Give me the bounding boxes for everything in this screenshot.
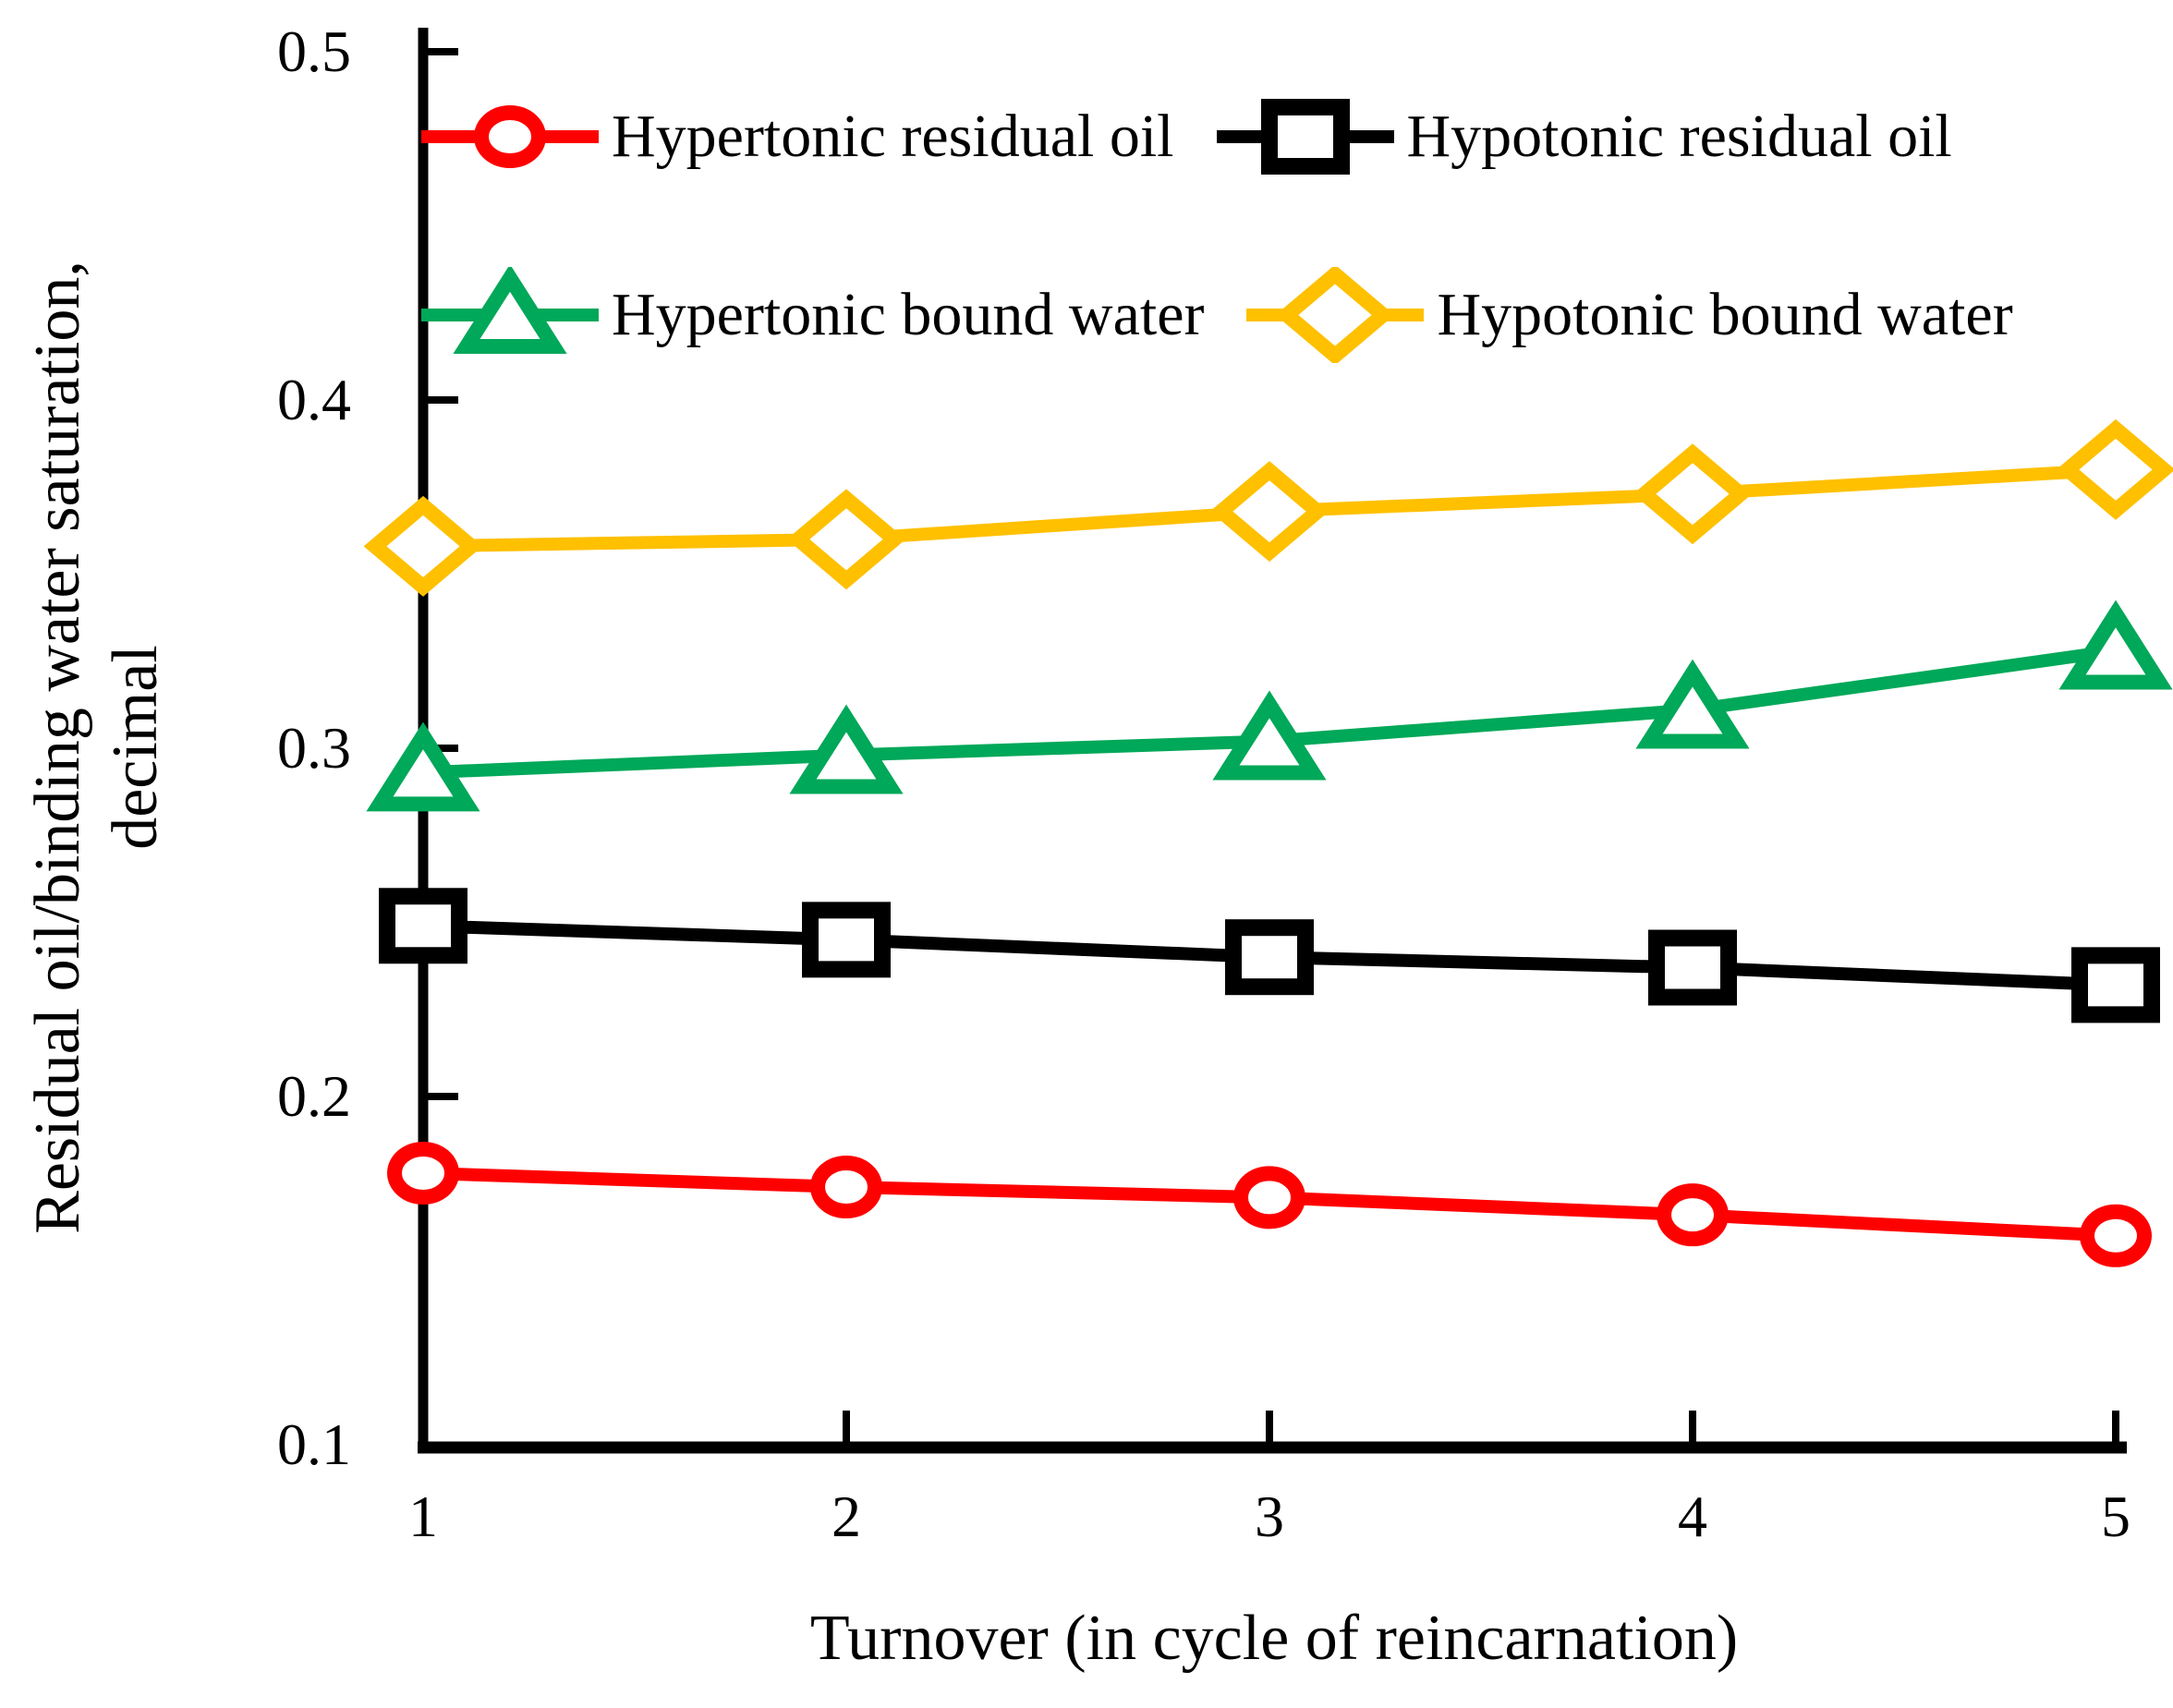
marker-square-hypotonic-residual-oil-x1 [379, 888, 467, 964]
legend-label: Hypotonic residual oil [1406, 103, 1952, 170]
marker-square-hypotonic-residual-oil-x2 [802, 902, 891, 978]
y-tick-label-0.3: 0.3 [277, 715, 351, 781]
marker-diamond-hypotonic-bound-water-x1 [363, 495, 483, 597]
legend-glyph-hypotonic-bound-water [1276, 267, 1395, 363]
marker-diamond-hypotonic-bound-water-x2 [786, 489, 906, 590]
marker-triangle-hypertonic-bound-water-x5 [2058, 600, 2173, 690]
x-tick-label-4: 4 [1678, 1484, 1707, 1549]
marker-triangle-hypertonic-bound-water-x2 [789, 704, 904, 794]
marker-square-hypotonic-residual-oil-x4 [1648, 929, 1737, 1006]
legend-label: Hypertonic residual oil [612, 103, 1174, 170]
legend-glyph-hypertonic-residual-oil [474, 105, 546, 168]
marker-triangle-hypertonic-bound-water-x3 [1212, 690, 1327, 781]
x-tick-label-1: 1 [408, 1484, 438, 1549]
x-tick-label-3: 3 [1255, 1484, 1284, 1549]
marker-square-hypotonic-residual-oil-x5 [2071, 947, 2160, 1024]
y-tick-label-0.1: 0.1 [277, 1411, 351, 1477]
legend-item-hypotonic-residual-oil: Hypotonic residual oil [1213, 89, 1952, 185]
marker-circle-hypertonic-residual-oil-x5 [2080, 1204, 2152, 1267]
x-tick-label-2: 2 [832, 1484, 861, 1549]
legend-marker-diamond-icon [1246, 267, 1425, 363]
marker-diamond-hypotonic-bound-water-x5 [2056, 418, 2173, 520]
marker-circle-hypertonic-residual-oil-x1 [387, 1141, 459, 1205]
x-axis-title: Turnover (in cycle of reincarnation) [809, 1603, 1739, 1674]
marker-circle-hypertonic-residual-oil-x4 [1657, 1183, 1729, 1247]
legend-label: Hypotonic bound water [1437, 281, 2013, 348]
marker-square-hypotonic-residual-oil-x3 [1225, 919, 1314, 996]
legend-item-hypertonic-bound-water: Hypertonic bound water [418, 267, 1204, 363]
legend-glyph-hypertonic-bound-water [453, 267, 567, 354]
y-axis-title: Residual oil/binding water saturation, d… [19, 78, 175, 1417]
legend-row-2: Hypertonic bound water Hypotonic bound wa… [418, 263, 2013, 367]
legend-item-hypotonic-bound-water: Hypotonic bound water [1243, 267, 2013, 363]
marker-diamond-hypotonic-bound-water-x3 [1209, 461, 1329, 563]
y-tick-label-0.4: 0.4 [277, 367, 351, 432]
legend-marker-triangle-icon [421, 267, 599, 354]
y-axis-title-line1: Residual oil/binding water saturation, [22, 260, 93, 1234]
legend-marker-square-icon [1216, 99, 1394, 175]
y-axis-title-line2: decimal [100, 645, 171, 850]
legend-item-hypertonic-residual-oil: Hypertonic residual oil [418, 89, 1174, 185]
marker-circle-hypertonic-residual-oil-x3 [1233, 1166, 1305, 1230]
y-tick-label-0.2: 0.2 [277, 1063, 351, 1129]
legend-marker-circle-icon [421, 105, 599, 168]
marker-circle-hypertonic-residual-oil-x2 [810, 1156, 882, 1219]
legend-label: Hypertonic bound water [612, 281, 1205, 348]
x-tick-label-5: 5 [2101, 1484, 2131, 1549]
marker-diamond-hypotonic-bound-water-x4 [1633, 443, 1753, 545]
legend-row-1: Hypertonic residual oil Hypotonic residua… [418, 85, 1952, 188]
marker-triangle-hypertonic-bound-water-x1 [366, 721, 480, 812]
y-tick-label-0.5: 0.5 [277, 18, 351, 84]
marker-triangle-hypertonic-bound-water-x4 [1635, 659, 1750, 749]
legend-glyph-hypotonic-residual-oil [1260, 99, 1350, 175]
